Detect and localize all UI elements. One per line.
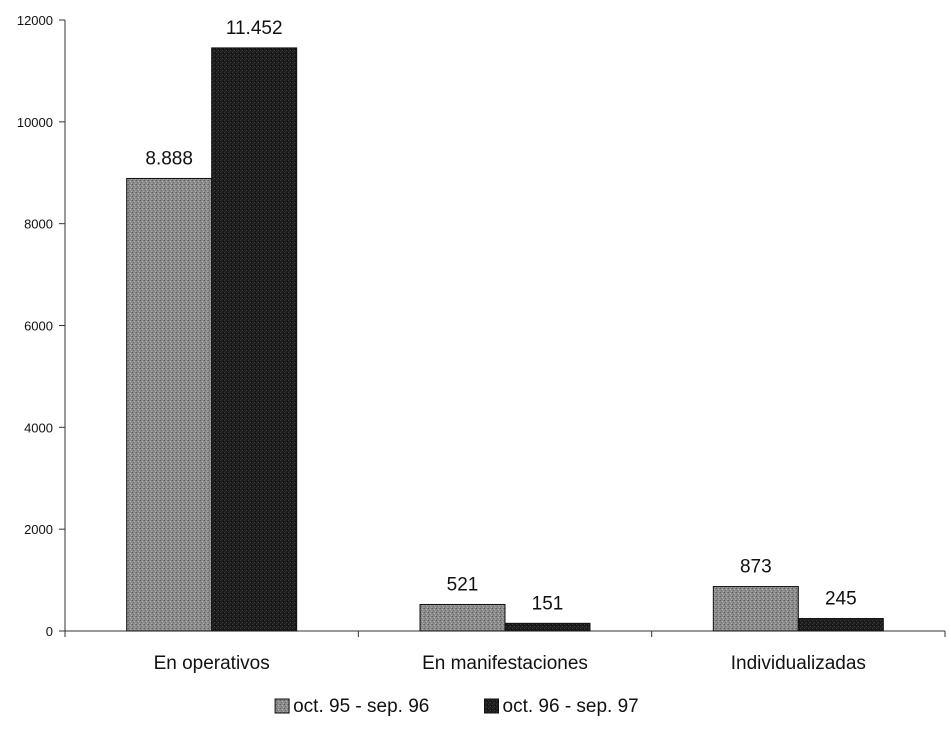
bar-oct96-sep97 bbox=[504, 622, 591, 632]
x-category-label: En manifestaciones bbox=[422, 653, 588, 674]
data-label: 873 bbox=[740, 557, 772, 578]
data-label: 11.452 bbox=[226, 18, 283, 39]
legend-swatch bbox=[274, 698, 290, 714]
x-category-label: En operativos bbox=[154, 653, 270, 674]
y-tick-label: 6000 bbox=[24, 319, 53, 334]
legend-label: oct. 96 - sep. 97 bbox=[503, 696, 639, 717]
y-tick-label: 2000 bbox=[24, 522, 53, 537]
bar-oct96-sep97 bbox=[211, 47, 298, 632]
data-label: 245 bbox=[825, 589, 857, 610]
y-tick-label: 12000 bbox=[17, 13, 53, 28]
data-label: 8.888 bbox=[145, 148, 193, 169]
data-label: 151 bbox=[532, 593, 564, 614]
data-label: 521 bbox=[447, 574, 479, 595]
bar-oct95-sep96 bbox=[419, 603, 506, 632]
y-tick-label: 10000 bbox=[17, 115, 53, 130]
bar-oct96-sep97 bbox=[797, 618, 884, 632]
x-category-label: Individualizadas bbox=[731, 653, 866, 674]
y-tick-label: 8000 bbox=[24, 217, 53, 232]
y-tick-label: 0 bbox=[46, 624, 53, 639]
legend-swatch bbox=[484, 698, 499, 714]
legend-label: oct. 95 - sep. 96 bbox=[293, 696, 429, 717]
bar-oct95-sep96 bbox=[126, 177, 213, 632]
y-tick-label: 4000 bbox=[24, 420, 53, 435]
bar-oct95-sep96 bbox=[712, 586, 799, 632]
